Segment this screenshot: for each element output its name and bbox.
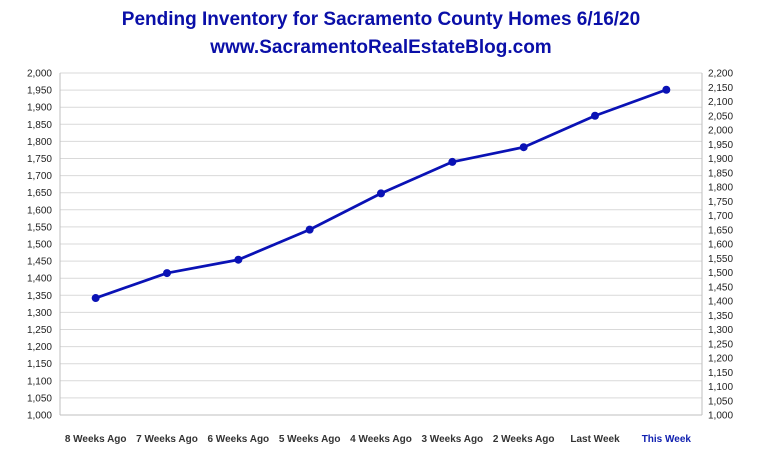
- y-tick-label: 1,550: [27, 222, 52, 233]
- y2-tick-label: 1,800: [708, 183, 733, 194]
- y-tick-label: 1,700: [27, 171, 52, 182]
- y-tick-label: 1,250: [27, 325, 52, 336]
- data-point: [591, 111, 599, 120]
- y2-tick-label: 1,750: [708, 197, 733, 208]
- y-tick-label: 1,350: [27, 291, 52, 302]
- y2-tick-label: 1,450: [708, 282, 733, 293]
- y2-tick-label: 1,200: [708, 354, 733, 365]
- y2-tick-label: 1,900: [708, 154, 733, 165]
- y-tick-label: 1,000: [27, 411, 52, 422]
- y-tick-label: 1,300: [27, 308, 52, 319]
- axes: [59, 73, 703, 416]
- y-tick-label: 1,800: [27, 137, 52, 148]
- y-tick-label: 1,650: [27, 188, 52, 199]
- y2-tick-label: 1,150: [708, 368, 733, 379]
- data-point: [305, 225, 314, 234]
- data-point: [163, 269, 171, 278]
- y2-tick-label: 1,050: [708, 396, 733, 407]
- x-tick-label: 3 Weeks Ago: [421, 434, 483, 445]
- x-tick-label: 4 Weeks Ago: [350, 434, 412, 445]
- data-point: [377, 189, 385, 198]
- x-tick-label: 7 Weeks Ago: [136, 434, 198, 445]
- y-tick-label: 1,100: [27, 376, 52, 387]
- x-tick-label: 8 Weeks Ago: [65, 434, 127, 445]
- y-tick-label: 1,400: [27, 274, 52, 285]
- y-tick-label: 1,150: [27, 359, 52, 370]
- y2-tick-label: 1,400: [708, 297, 733, 308]
- y2-tick-label: 1,250: [708, 339, 733, 350]
- data-point: [234, 255, 243, 264]
- y-tick-label: 1,950: [27, 86, 52, 97]
- chart-title: Pending Inventory for Sacramento County …: [121, 9, 641, 30]
- data-point: [91, 294, 100, 303]
- y2-tick-label: 2,150: [708, 83, 733, 94]
- y-tick-label: 1,850: [27, 120, 52, 131]
- x-tick-label: Last Week: [570, 434, 620, 445]
- data-point: [448, 157, 457, 166]
- x-tick-label: 2 Weeks Ago: [493, 434, 555, 445]
- y-tick-label: 1,450: [27, 257, 52, 268]
- y2-tick-label: 2,050: [708, 111, 733, 122]
- data-point: [662, 85, 671, 94]
- y-tick-label: 1,900: [27, 103, 52, 114]
- y2-tick-label: 2,200: [708, 69, 733, 80]
- gridlines: [60, 72, 702, 416]
- y-tick-label: 1,750: [27, 154, 52, 165]
- y2-tick-label: 1,600: [708, 240, 733, 251]
- y-tick-label: 1,050: [27, 393, 52, 404]
- y2-axis-ticks: 1,000 1,050 1,100 1,150 1,200 1,250 1,300 1,350…: [708, 69, 733, 422]
- y2-tick-label: 1,550: [708, 254, 733, 265]
- y-tick-label: 1,600: [27, 205, 52, 216]
- y-tick-label: 2,000: [27, 69, 52, 80]
- y2-tick-label: 1,850: [708, 168, 733, 179]
- x-axis-ticks: 8 Weeks Ago 7 Weeks Ago 6 Weeks Ago 5 Weeks…: [65, 434, 692, 445]
- y2-tick-label: 1,350: [708, 311, 733, 322]
- y-axis-ticks: 1,000 1,050 1,100 1,150 1,200 1,250 1,300 1,350…: [27, 69, 52, 422]
- x-tick-label: 6 Weeks Ago: [207, 434, 269, 445]
- y2-tick-label: 2,000: [708, 126, 733, 137]
- x-tick-label: 5 Weeks Ago: [279, 434, 341, 445]
- y2-tick-label: 1,950: [708, 140, 733, 151]
- y2-tick-label: 1,650: [708, 225, 733, 236]
- y-tick-label: 1,200: [27, 342, 52, 353]
- data-point: [519, 143, 528, 152]
- series-group: [91, 85, 671, 303]
- y2-tick-label: 1,500: [708, 268, 733, 279]
- y2-tick-label: 1,700: [708, 211, 733, 222]
- x-tick-label: This Week: [642, 434, 692, 445]
- y2-tick-label: 1,000: [708, 411, 733, 422]
- chart-subtitle: www.SacramentoRealEstateBlog.com: [210, 37, 552, 58]
- y2-tick-label: 1,300: [708, 325, 733, 336]
- y2-tick-label: 2,100: [708, 97, 733, 108]
- y2-tick-label: 1,100: [708, 382, 733, 393]
- y-tick-label: 1,500: [27, 240, 52, 251]
